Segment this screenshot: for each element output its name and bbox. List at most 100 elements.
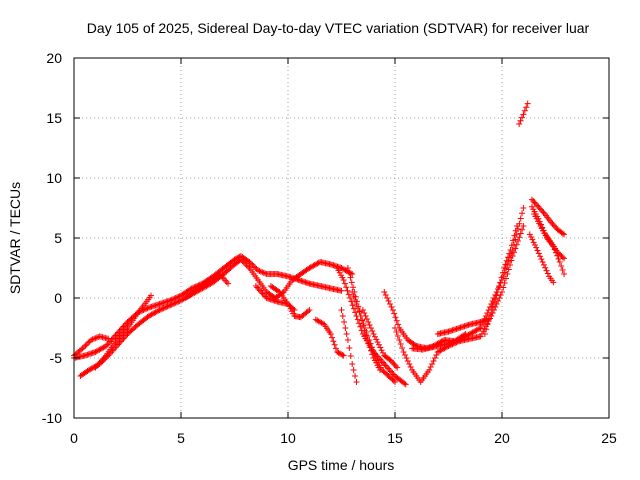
data-point-run: [157, 302, 172, 313]
data-point: [548, 219, 555, 226]
data-point: [477, 325, 484, 331]
x-tick-label: 25: [601, 430, 617, 446]
data-point-run: [361, 310, 376, 334]
y-tick-label: 15: [46, 110, 62, 126]
data-point-run: [290, 272, 303, 282]
data-point: [344, 265, 351, 271]
y-tick-label: 0: [54, 290, 62, 306]
data-point: [392, 325, 398, 331]
data-point-run: [247, 267, 260, 281]
data-point: [509, 253, 516, 259]
data-point: [327, 331, 334, 337]
x-tick-label: 0: [70, 430, 78, 446]
y-tick-label: 20: [46, 50, 62, 66]
data-point-run: [286, 303, 297, 317]
data-point-run: [299, 308, 311, 319]
data-point-run: [93, 343, 108, 355]
data-point-run: [511, 226, 526, 256]
data-point: [381, 289, 388, 295]
data-point: [462, 331, 469, 337]
data-point-run: [136, 314, 151, 327]
data-point: [148, 292, 155, 299]
data-point: [389, 307, 396, 313]
data-point-run: [168, 298, 183, 308]
data-point-run: [547, 275, 555, 284]
data-series-track-23: [526, 231, 557, 286]
data-point-run: [483, 311, 494, 333]
data-point-run: [427, 352, 440, 370]
data-point: [387, 357, 394, 364]
data-point-run: [374, 357, 384, 371]
data-point: [340, 352, 347, 359]
x-tick-label: 10: [280, 430, 296, 446]
data-point: [561, 271, 568, 277]
data-point: [561, 255, 568, 262]
x-tick-label: 5: [177, 430, 185, 446]
grid: [74, 58, 609, 418]
data-point-run: [209, 272, 222, 282]
data-point-run: [299, 266, 311, 276]
data-point-run: [436, 343, 451, 355]
data-series-track-1: [71, 253, 345, 361]
data-point: [349, 271, 356, 277]
data-point: [347, 295, 354, 301]
data-point-run: [386, 374, 397, 384]
data-point-run: [391, 310, 401, 328]
data-point-run: [371, 333, 386, 356]
data-point: [561, 231, 568, 238]
y-axis-label: SDTVAR / TECUs: [7, 182, 23, 294]
data-point: [550, 243, 557, 250]
data-point: [445, 343, 452, 349]
data-point-run: [406, 338, 418, 348]
data-series-track-10: [338, 307, 360, 385]
data-point-run: [528, 234, 538, 248]
data-point-run: [551, 246, 562, 262]
data-point-run: [222, 257, 237, 270]
data-point: [520, 223, 527, 229]
data-point-run: [222, 262, 237, 276]
data-series-track-19: [516, 100, 531, 127]
data-point-run: [269, 284, 282, 294]
data-point-run: [282, 279, 294, 293]
data-series-track-12: [349, 289, 398, 385]
data-points: [71, 100, 568, 388]
data-point: [88, 337, 95, 343]
data-point-run: [335, 349, 346, 358]
data-point: [237, 256, 244, 263]
data-point: [156, 307, 163, 313]
data-point: [334, 349, 341, 355]
data-point-run: [346, 345, 354, 359]
data-point: [366, 337, 373, 343]
data-point-run: [104, 338, 119, 357]
data-series-track-13: [359, 307, 401, 371]
data-point-run: [367, 340, 378, 358]
data-point: [344, 337, 351, 343]
x-tick-label: 15: [387, 430, 403, 446]
data-point: [507, 247, 514, 253]
data-point-run: [419, 369, 431, 383]
data-point-run: [125, 311, 140, 330]
data-point: [225, 280, 232, 287]
data-point: [494, 289, 501, 295]
data-point-run: [136, 300, 149, 314]
data-point-run: [496, 269, 506, 291]
data-point: [501, 265, 508, 271]
y-tick-label: 10: [46, 170, 62, 186]
data-point-run: [549, 220, 560, 232]
data-point-run: [335, 267, 346, 281]
data-point: [535, 203, 542, 210]
data-point-run: [502, 250, 513, 268]
data-point: [349, 361, 356, 367]
data-point: [516, 121, 523, 127]
data-point-run: [350, 367, 359, 379]
data-series-track-5: [182, 271, 232, 301]
data-point-run: [530, 198, 541, 209]
data-point: [105, 335, 112, 342]
data-point-run: [359, 317, 371, 339]
data-point: [550, 279, 557, 286]
data-point-run: [192, 284, 204, 294]
data-point: [400, 349, 407, 355]
data-point-run: [314, 317, 326, 327]
data-point: [426, 367, 433, 373]
